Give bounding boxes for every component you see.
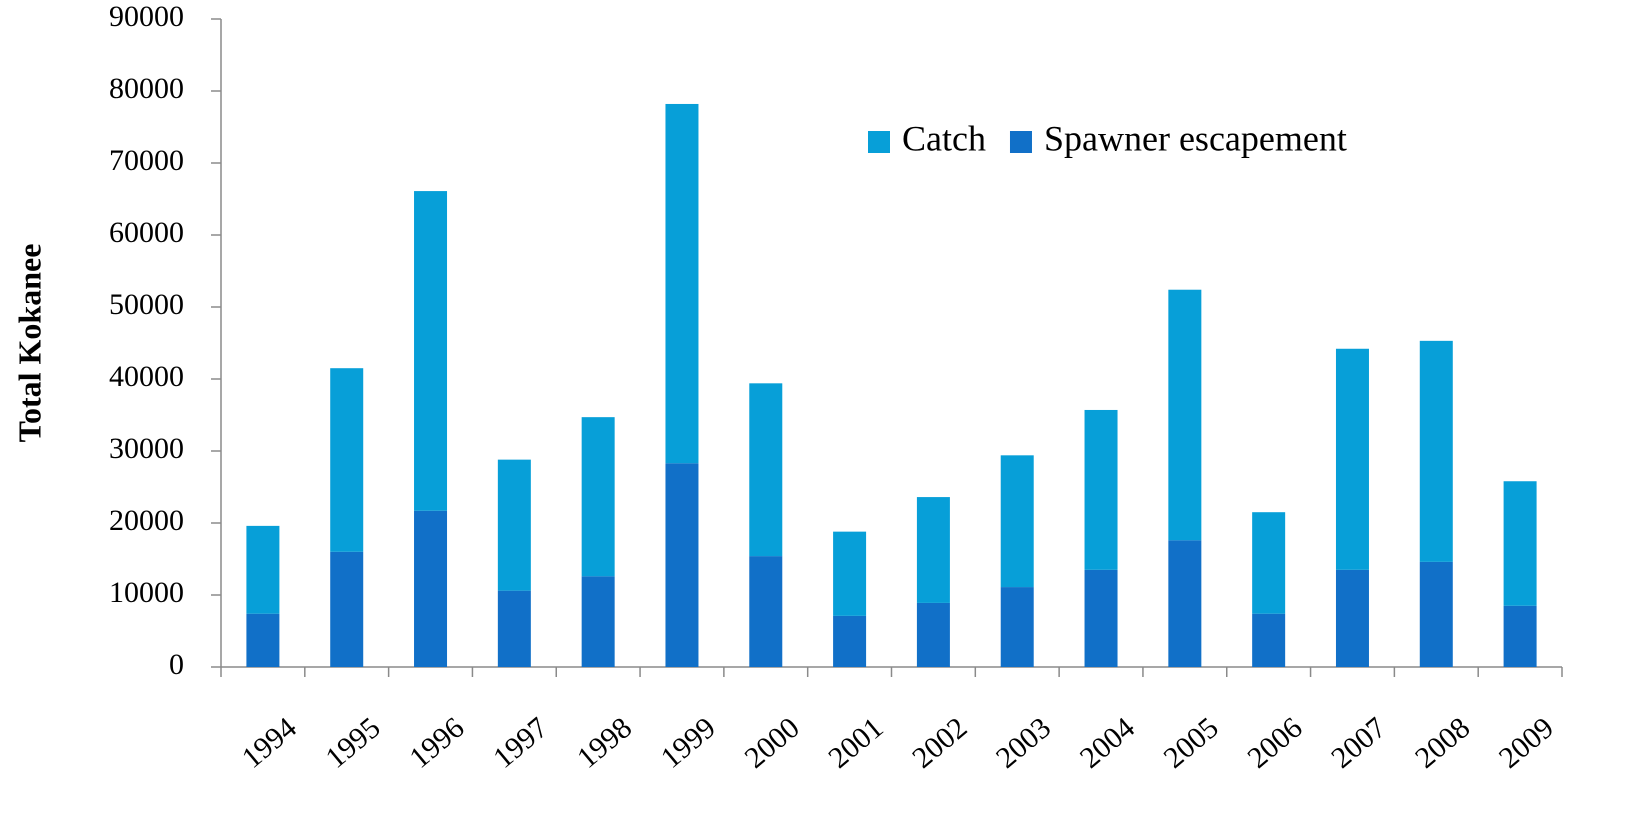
bar-segment [1084,409,1118,570]
x-tick-label: 1997 [487,711,554,775]
x-tick-label: 1995 [319,711,386,775]
y-tick-label: 60000 [109,216,184,249]
x-tick-label: 2006 [1241,711,1308,775]
legend-swatch [1009,131,1032,153]
bar-segment [246,525,280,614]
y-tick-label: 70000 [109,144,184,177]
legend-label: Catch [902,118,986,158]
bar-segment [1168,540,1202,667]
bar-segment [497,590,531,667]
bar-segment [330,551,364,667]
y-tick-label: 20000 [109,504,184,537]
bar-segment [1419,561,1453,667]
bar-segment [665,103,699,464]
bar-segment [749,383,783,557]
y-tick-label: 50000 [109,288,184,321]
y-tick-label: 10000 [109,576,184,609]
bar-segment [1419,340,1453,562]
bar-segment [1503,605,1537,667]
y-tick-label: 80000 [109,72,184,105]
bar-segment [581,417,615,577]
bar-segment [833,615,867,667]
bar-segment [414,191,448,511]
bar-segment [1503,481,1537,606]
bar-segment [665,463,699,667]
bar-segment [833,531,867,616]
x-tick-label: 1999 [655,711,722,775]
x-tick-label: 2003 [990,711,1057,775]
y-tick-label: 40000 [109,360,184,393]
x-tick-label: 2007 [1325,711,1392,775]
bar-segment [1252,512,1286,614]
x-tick-label: 2002 [906,711,973,775]
y-tick-label: 30000 [109,432,184,465]
bar-segment [916,497,950,603]
x-tick-label: 2009 [1493,711,1560,775]
bar-segment [1252,613,1286,667]
x-tick-label: 2000 [739,711,806,775]
bar-segment [1168,289,1202,541]
bar-segment [1000,587,1034,667]
y-tick-label: 0 [169,648,184,681]
x-tick-label: 2005 [1158,711,1225,775]
x-tick-label: 2008 [1409,711,1476,775]
x-tick-label: 2001 [822,711,889,775]
legend-swatch [868,131,890,153]
y-tick-label: 90000 [109,0,184,33]
bar-segment [414,510,448,667]
bar-segment [581,576,615,667]
x-tick-label: 1994 [236,711,303,775]
x-tick-label: 1998 [571,711,638,775]
bar-segment [1000,455,1034,588]
legend-label: Spawner escapement [1044,118,1347,158]
x-tick-label: 1996 [403,711,470,775]
bar-segment [497,459,531,591]
x-tick-label: 2004 [1074,711,1141,775]
bar-segment [916,602,950,667]
y-axis-title: Total Kokanee [11,244,47,443]
bar-segment [330,368,364,552]
bar-segment [1084,569,1118,667]
bar-segment [1335,348,1369,570]
bar-segment [749,556,783,667]
bar-segment [1335,569,1369,667]
bar-segment [246,613,280,667]
